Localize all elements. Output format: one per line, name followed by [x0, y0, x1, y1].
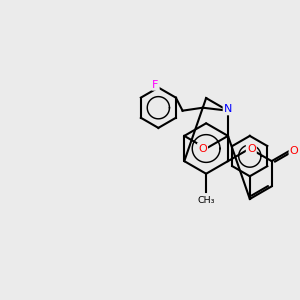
- Text: O: O: [290, 146, 298, 156]
- Text: F: F: [152, 80, 159, 90]
- Text: N: N: [224, 104, 232, 114]
- Text: O: O: [198, 143, 207, 154]
- Text: O: O: [247, 143, 256, 154]
- Text: CH₃: CH₃: [197, 196, 215, 205]
